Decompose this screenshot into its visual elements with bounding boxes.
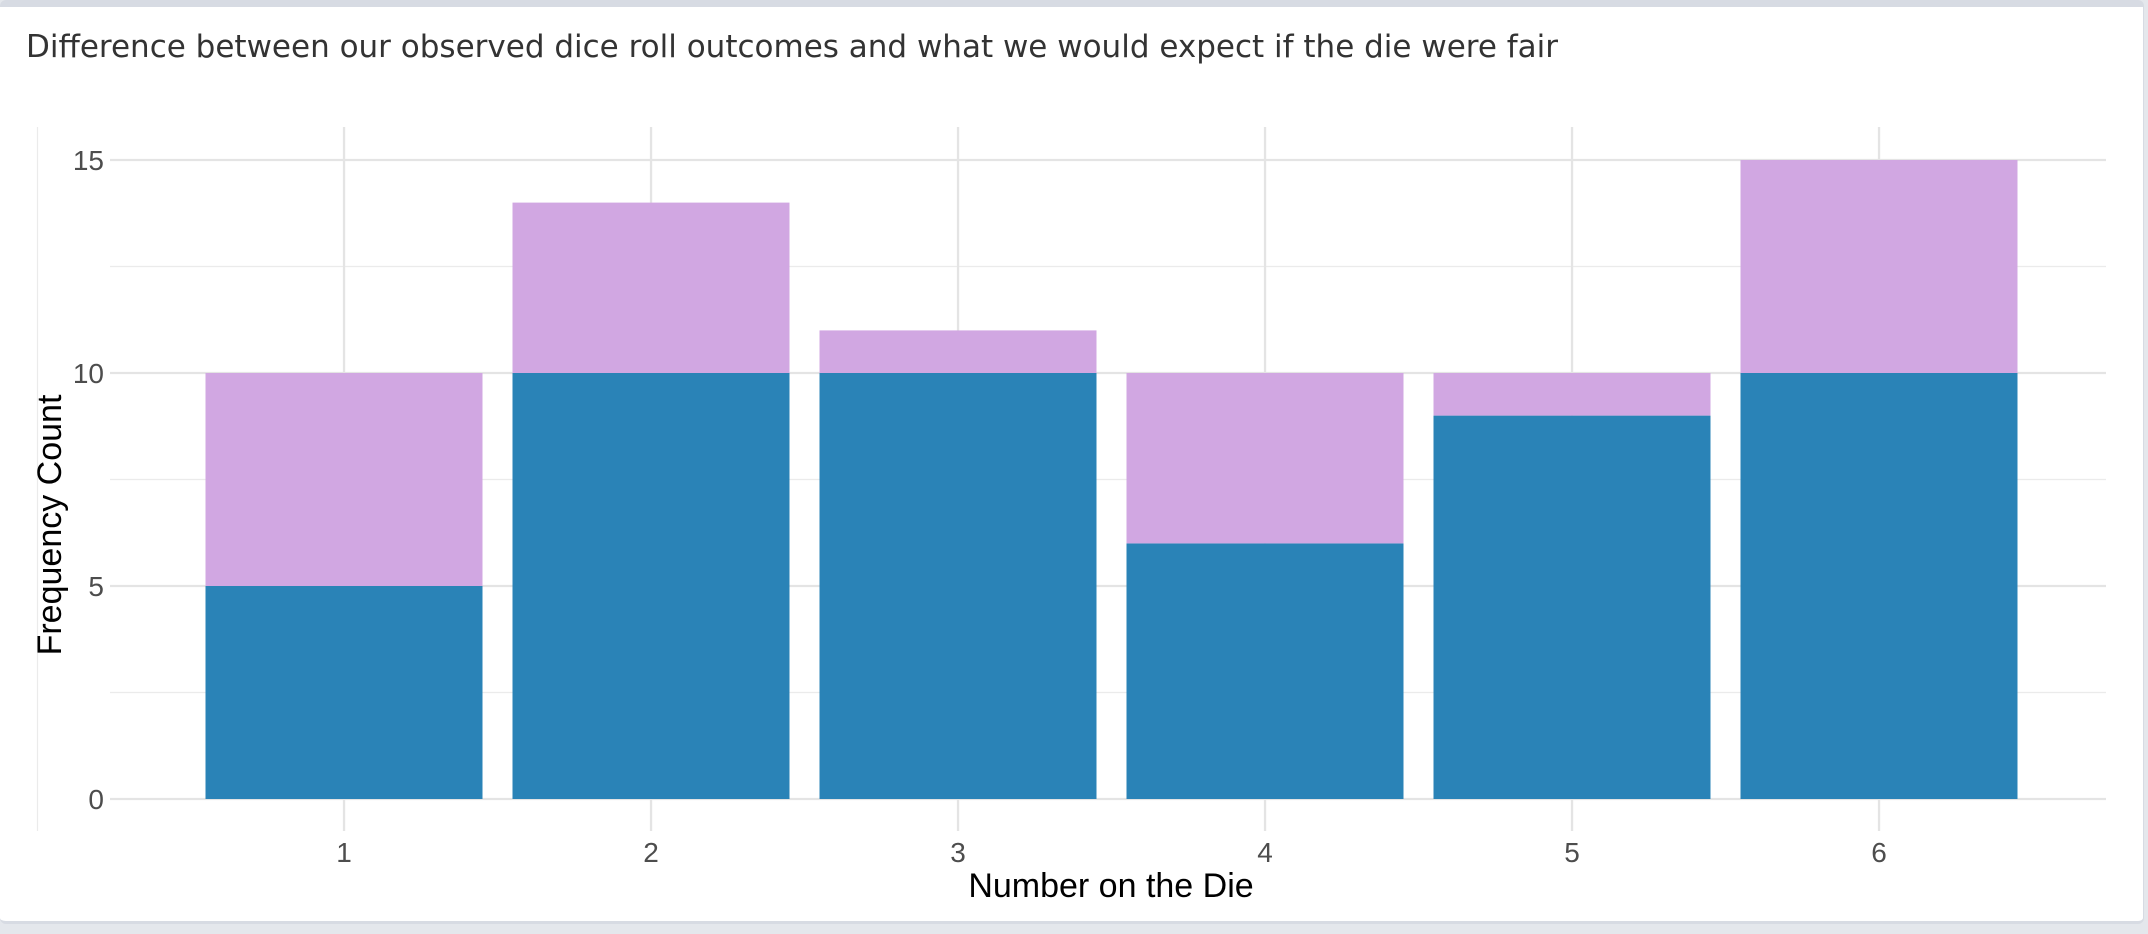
bar-shortfall-1 <box>205 373 483 586</box>
x-tick-label: 5 <box>1564 837 1580 868</box>
bar-overlap-5 <box>1433 415 1711 799</box>
bar-shortfall-3 <box>819 330 1097 373</box>
x-axis-title: Number on the Die <box>968 867 1253 905</box>
y-tick-label: 5 <box>88 571 104 602</box>
bar-overlap-6 <box>1740 373 2018 799</box>
chart-card-title: Difference between our observed dice rol… <box>26 29 1559 65</box>
x-tick-label: 6 <box>1871 837 1887 868</box>
bar-overlap-1 <box>205 586 483 799</box>
bar-shortfall-4 <box>1126 373 1404 544</box>
bar-chart: 0 5 10 15 1 2 3 4 5 6 Number on the Die Frequenc… <box>31 127 2106 905</box>
x-tick-label: 2 <box>643 837 659 868</box>
y-axis-title: Frequency Count <box>31 394 69 655</box>
x-tick-label: 4 <box>1257 837 1273 868</box>
bar-shortfall-5 <box>1433 373 1711 416</box>
y-tick-label: 15 <box>73 145 104 176</box>
bar-overlap-2 <box>512 373 790 799</box>
bar-shortfall-2 <box>512 202 790 373</box>
bar-overlap-4 <box>1126 543 1404 799</box>
x-tick-label: 3 <box>950 837 966 868</box>
x-tick-label: 1 <box>336 837 352 868</box>
y-tick-label: 10 <box>73 358 104 389</box>
x-axis-ticks: 1 2 3 4 5 6 <box>336 837 1887 868</box>
bars <box>205 160 2018 799</box>
bar-shortfall-6 <box>1740 160 2018 373</box>
bar-overlap-3 <box>819 373 1097 799</box>
y-axis-ticks: 0 5 10 15 <box>73 145 104 815</box>
y-tick-label: 0 <box>88 784 104 815</box>
